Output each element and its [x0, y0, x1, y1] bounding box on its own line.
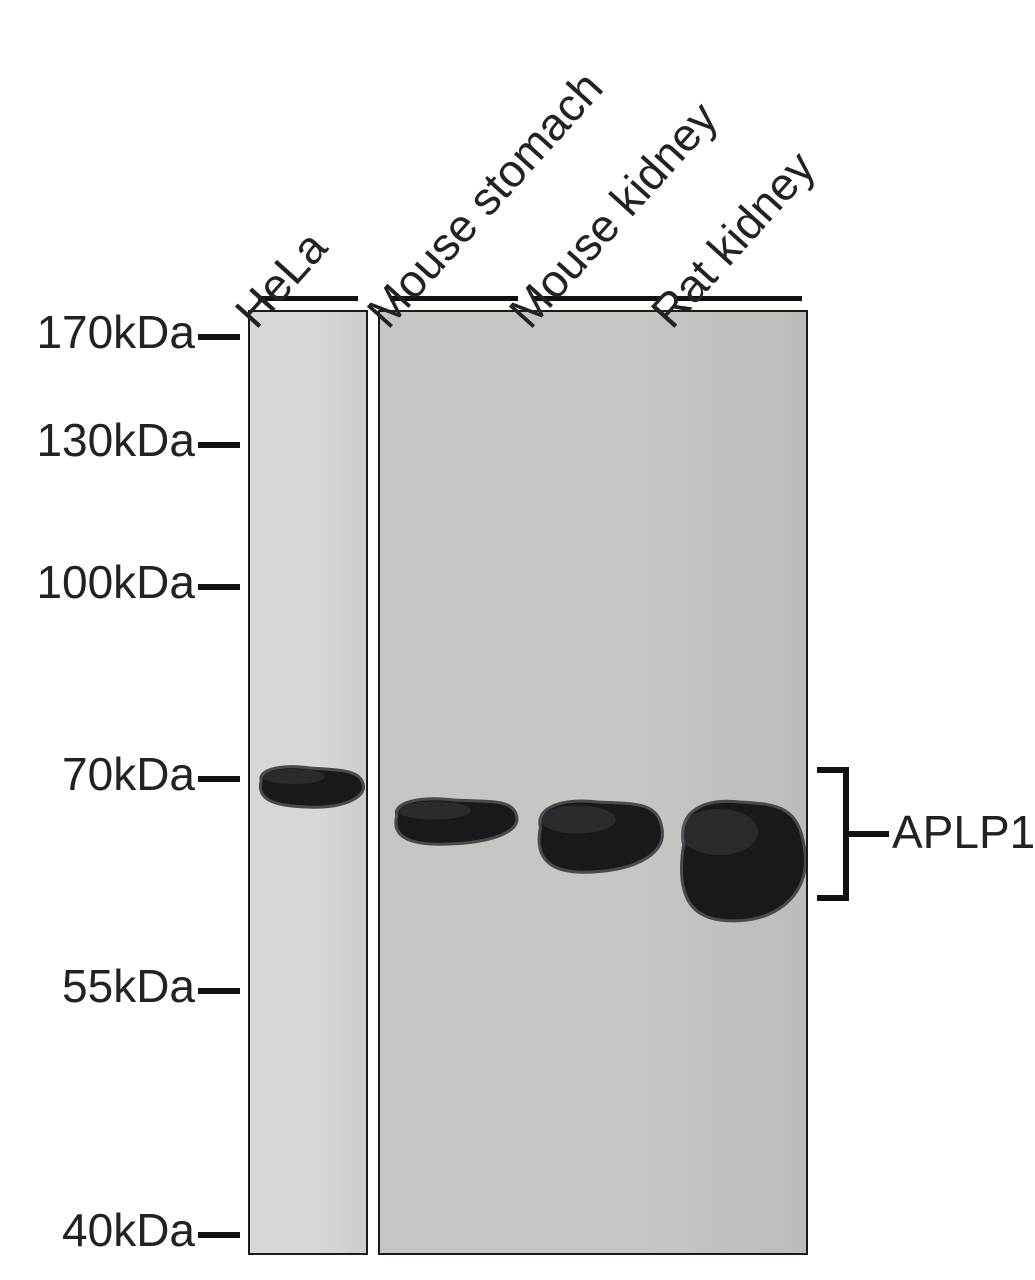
blot-panel: [248, 310, 368, 1255]
mw-marker-dash: [198, 334, 240, 340]
mw-marker-dash: [198, 776, 240, 782]
mw-marker-label: 55kDa: [10, 959, 195, 1013]
mw-marker-dash: [198, 442, 240, 448]
mw-marker-label: 130kDa: [10, 413, 195, 467]
western-blot-figure: 170kDa130kDa100kDa70kDa55kDa40kDaHeLaMou…: [0, 0, 1035, 1280]
blot-panel: [378, 310, 808, 1255]
mw-marker-label: 170kDa: [10, 305, 195, 359]
band: [254, 766, 366, 838]
mw-marker-dash: [198, 988, 240, 994]
mw-marker-label: 40kDa: [10, 1203, 195, 1257]
band: [670, 800, 808, 958]
mw-marker-dash: [198, 584, 240, 590]
band: [530, 800, 666, 908]
mw-marker-label: 100kDa: [10, 555, 195, 609]
mw-marker-dash: [198, 1232, 240, 1238]
band: [388, 798, 520, 878]
mw-marker-label: 70kDa: [10, 747, 195, 801]
protein-label: APLP1: [892, 805, 1035, 859]
